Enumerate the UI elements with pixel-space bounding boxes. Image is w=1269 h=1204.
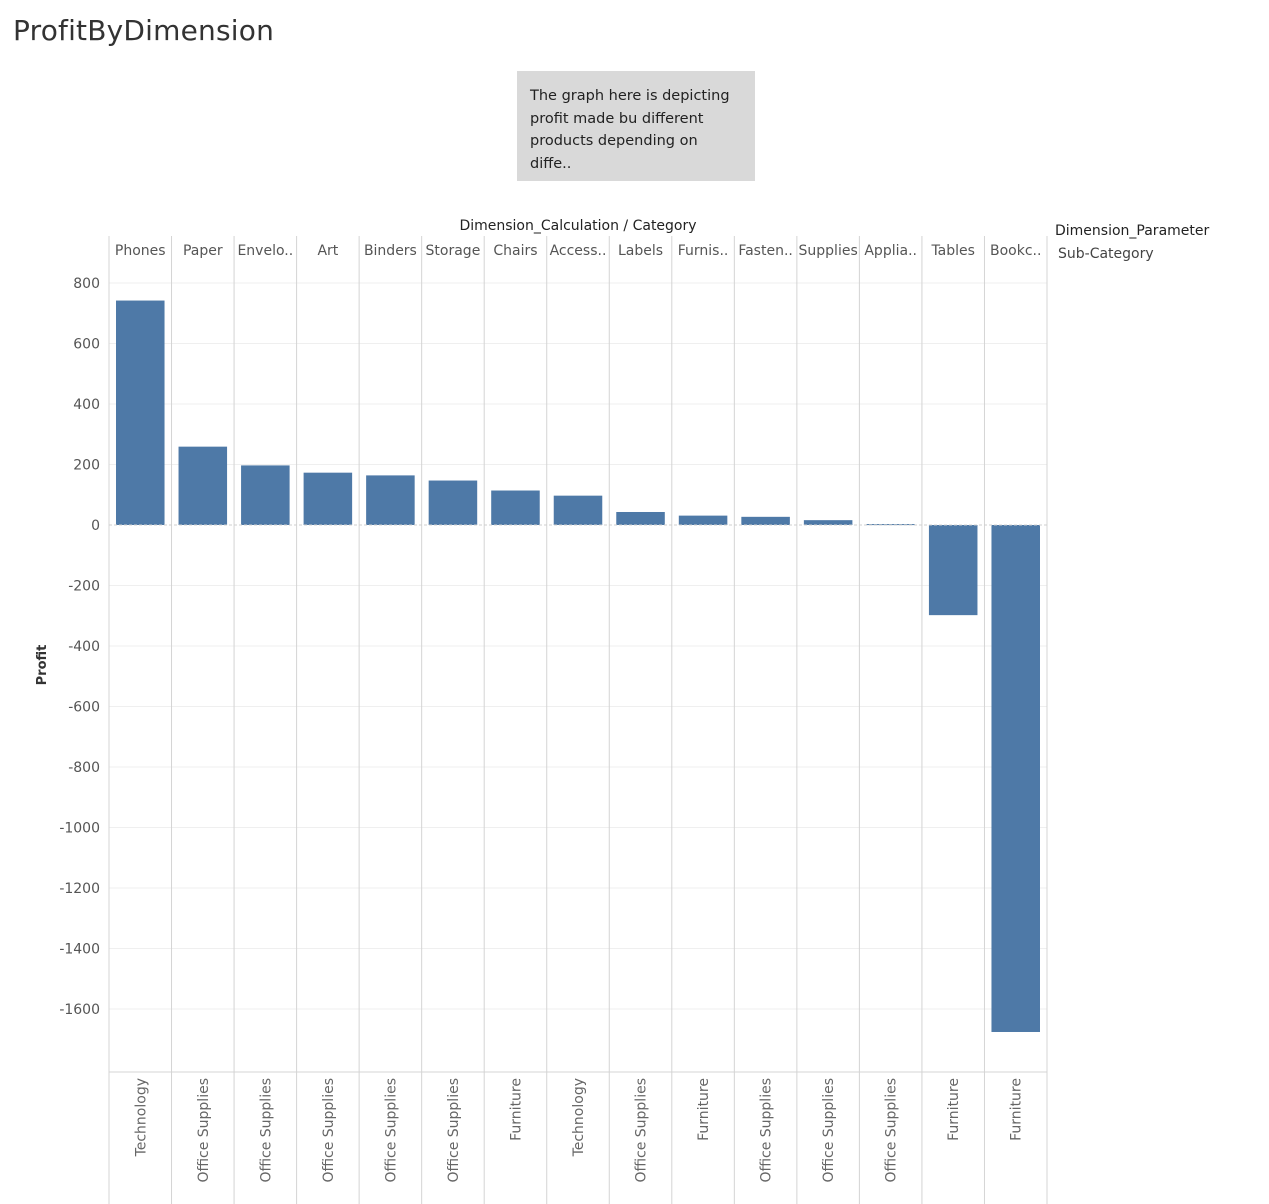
column-header-label: Storage bbox=[426, 243, 481, 259]
y-axis-ticks: 800 600 400 200 0 -200 -400 -600 -800 -1000 -1200 -… bbox=[59, 276, 100, 1018]
column-header-label: Furnis.. bbox=[678, 243, 729, 259]
bar bbox=[428, 480, 478, 525]
column-header-label: Access.. bbox=[550, 243, 607, 259]
column-header-label: Phones bbox=[115, 243, 166, 259]
category-footer-label: Office Supplies bbox=[196, 1078, 212, 1183]
y-axis-label: Profit bbox=[35, 645, 50, 686]
y-tick-label: -1600 bbox=[59, 1002, 100, 1018]
category-footer-label: Furniture bbox=[1009, 1078, 1025, 1141]
category-footer-label: Furniture bbox=[696, 1078, 712, 1141]
chart-header-title: Dimension_Calculation / Category bbox=[459, 218, 696, 234]
page-title: ProfitByDimension bbox=[13, 14, 275, 47]
bar bbox=[928, 525, 978, 616]
category-footers: Technology Office Supplies Office Supplies… bbox=[133, 1078, 1024, 1183]
bar bbox=[491, 490, 540, 525]
category-footer-label: Office Supplies bbox=[383, 1078, 399, 1183]
category-footer-label: Furniture bbox=[508, 1078, 524, 1141]
column-header-label: Chairs bbox=[493, 243, 537, 259]
bar bbox=[616, 511, 665, 525]
category-footer-label: Office Supplies bbox=[634, 1078, 650, 1183]
y-tick-label: 0 bbox=[91, 518, 100, 534]
column-header-label: Art bbox=[317, 243, 338, 259]
bars bbox=[116, 300, 1040, 1032]
column-header-label: Applia.. bbox=[864, 243, 917, 259]
column-header-label: Bookc.. bbox=[990, 243, 1041, 259]
column-header-label: Paper bbox=[183, 243, 223, 259]
category-footer-label: Office Supplies bbox=[321, 1078, 337, 1183]
y-tick-label: 400 bbox=[73, 397, 100, 413]
bar bbox=[303, 472, 353, 525]
bar bbox=[366, 475, 415, 525]
annotation-box: The graph here is depicting profit made … bbox=[517, 71, 755, 181]
bar bbox=[116, 300, 165, 525]
y-tick-label: 800 bbox=[73, 276, 100, 292]
y-tick-label: -800 bbox=[68, 760, 100, 776]
column-header-label: Binders bbox=[364, 243, 417, 259]
column-header-label: Tables bbox=[930, 243, 975, 259]
legend-value: Sub-Category bbox=[1058, 246, 1154, 262]
column-header-label: Fasten.. bbox=[738, 243, 793, 259]
column-header-label: Labels bbox=[618, 243, 663, 259]
bar bbox=[678, 515, 728, 525]
bar bbox=[741, 516, 790, 525]
y-tick-label: -1000 bbox=[59, 821, 100, 837]
bar bbox=[991, 525, 1040, 1032]
category-footer-label: Technology bbox=[571, 1078, 587, 1157]
column-headers: Phones Paper Envelo.. Art Binders Storage Chai… bbox=[115, 243, 1042, 259]
bar bbox=[553, 495, 603, 525]
legend-title: Dimension_Parameter bbox=[1055, 223, 1209, 239]
bar bbox=[178, 446, 228, 525]
category-footer-label: Office Supplies bbox=[821, 1078, 837, 1183]
y-tick-label: 200 bbox=[73, 458, 100, 474]
gridlines bbox=[109, 282, 1047, 1010]
category-footer-label: Office Supplies bbox=[446, 1078, 462, 1183]
bar bbox=[803, 520, 853, 525]
y-tick-label: -1200 bbox=[59, 881, 100, 897]
column-header-label: Supplies bbox=[799, 243, 858, 259]
y-tick-label: -200 bbox=[68, 579, 100, 595]
column-dividers bbox=[108, 236, 1048, 1204]
bar bbox=[241, 465, 290, 525]
y-tick-label: 600 bbox=[73, 337, 100, 353]
y-tick-label: -400 bbox=[68, 639, 100, 655]
category-footer-label: Technology bbox=[133, 1078, 149, 1157]
category-footer-label: Office Supplies bbox=[884, 1078, 900, 1183]
y-tick-label: -600 bbox=[68, 700, 100, 716]
category-footer-label: Office Supplies bbox=[258, 1078, 274, 1183]
category-footer-label: Office Supplies bbox=[759, 1078, 775, 1183]
y-tick-label: -1400 bbox=[59, 942, 100, 958]
category-footer-label: Furniture bbox=[946, 1078, 962, 1141]
column-header-label: Envelo.. bbox=[237, 243, 293, 259]
